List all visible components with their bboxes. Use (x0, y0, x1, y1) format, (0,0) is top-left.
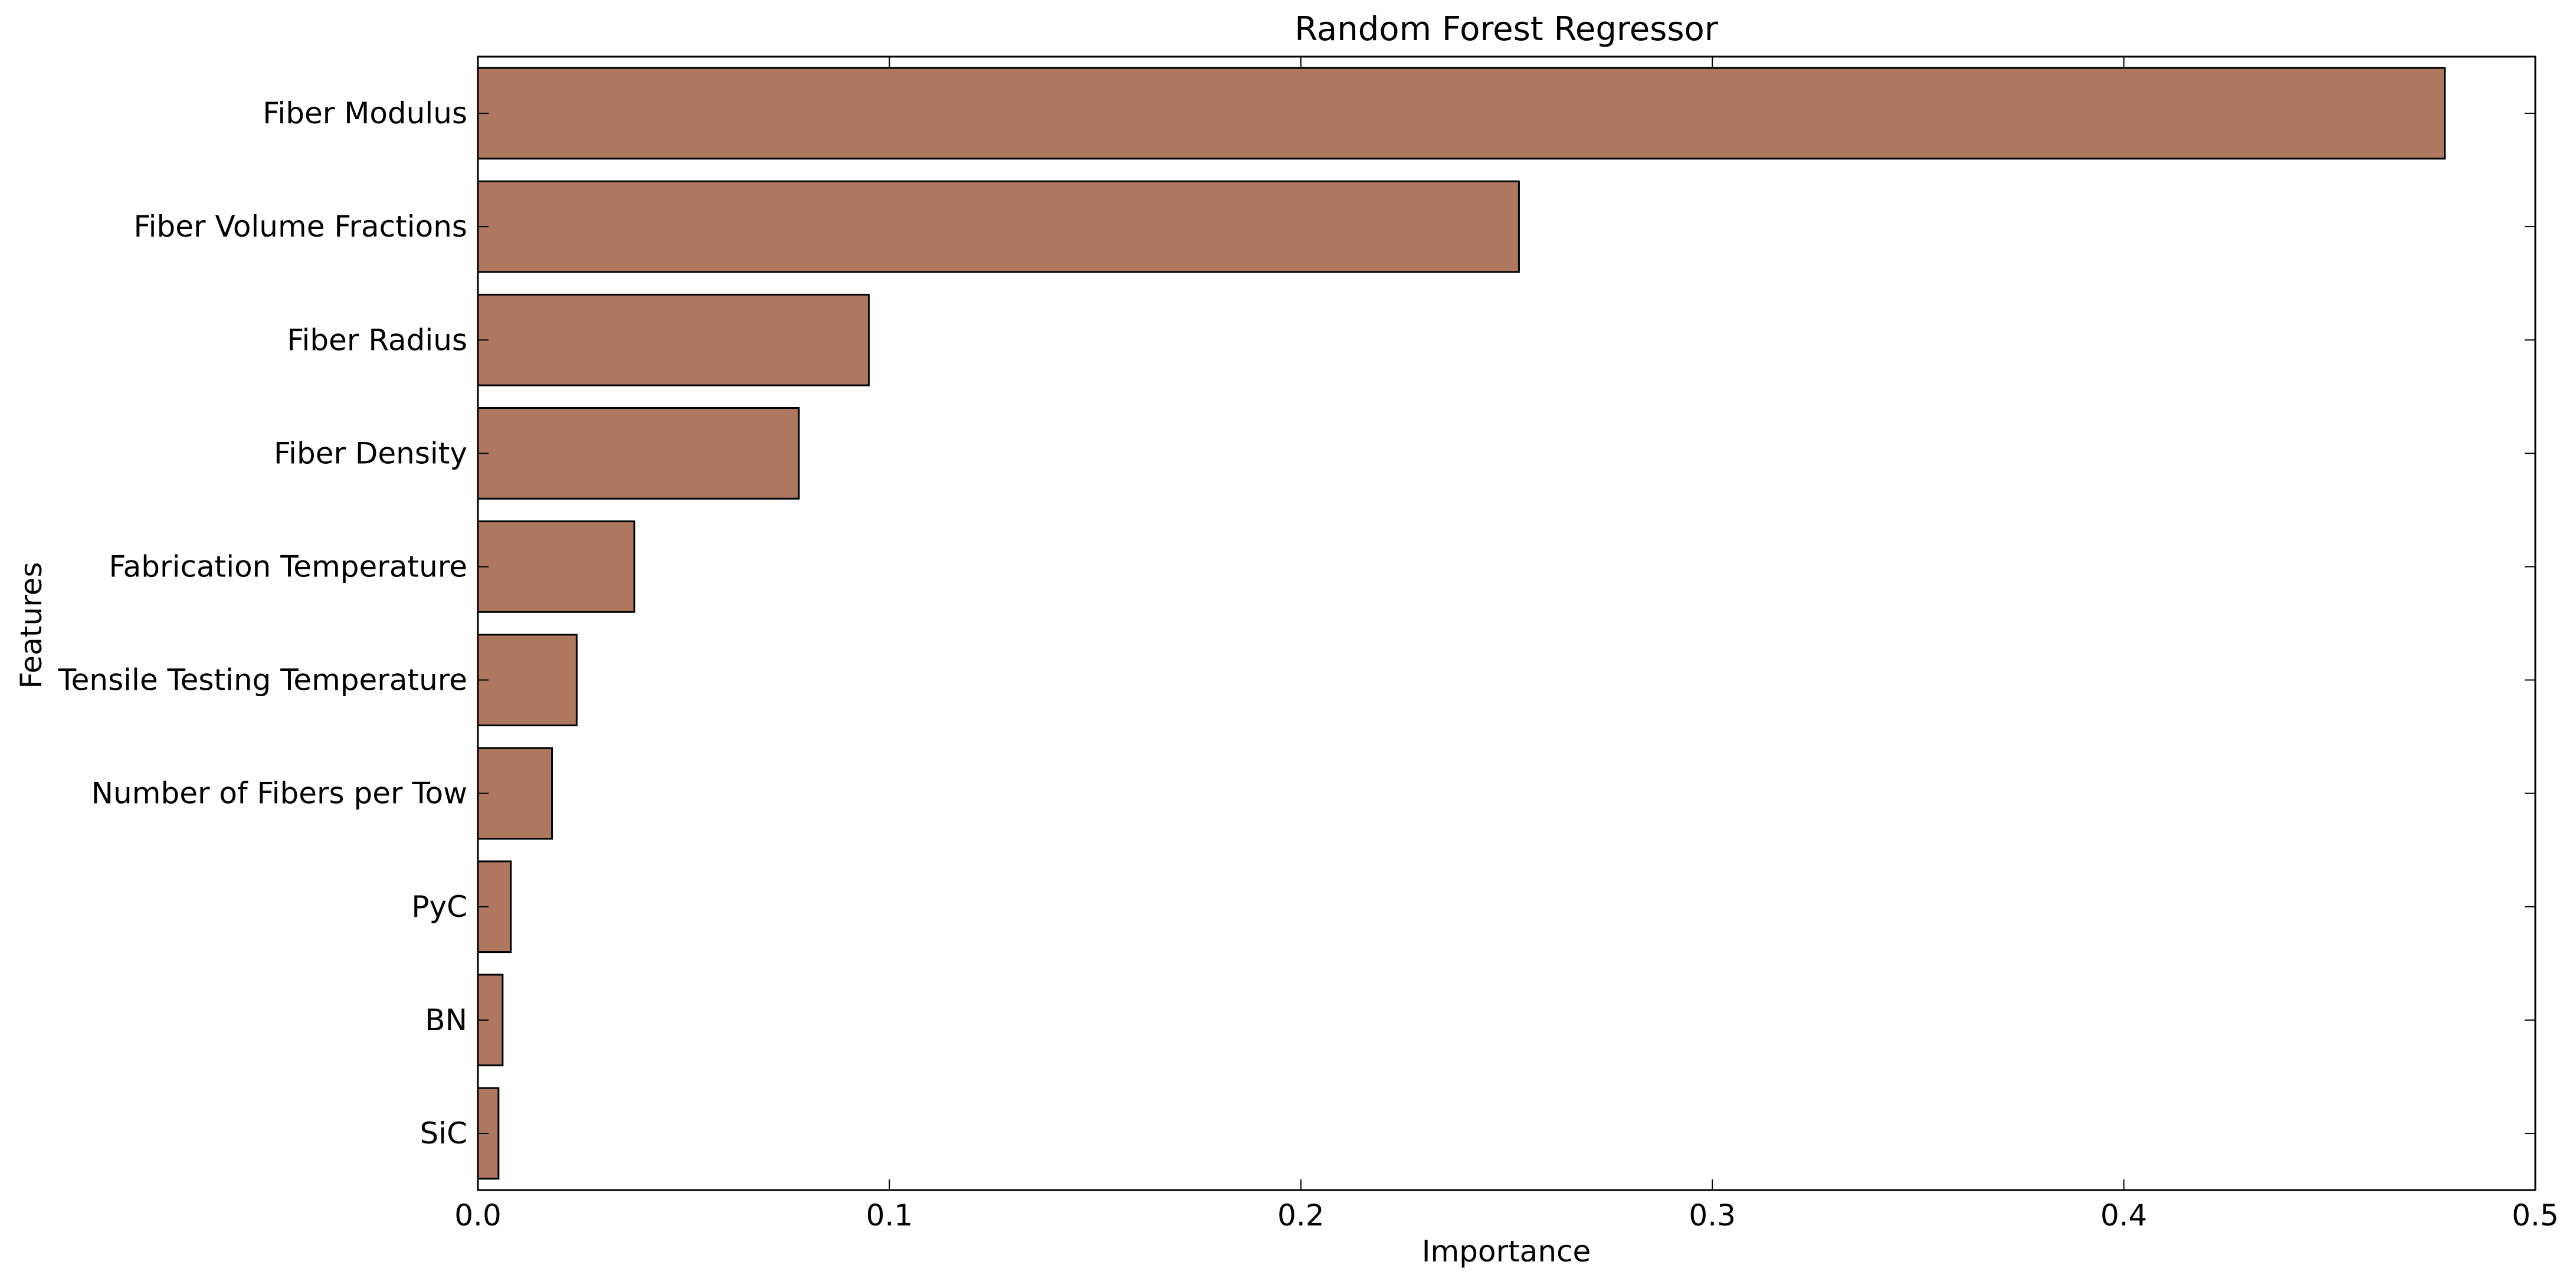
y-tick-label: Fiber Modulus (263, 96, 467, 130)
x-tick-label: 0.5 (2512, 1198, 2559, 1233)
y-tick-label: BN (425, 1003, 467, 1037)
y-tick-label: Fiber Volume Fractions (134, 209, 467, 244)
x-tick-label: 0.2 (1277, 1198, 1325, 1233)
x-tick-label: 0.0 (454, 1198, 502, 1233)
y-tick-label: Fabrication Temperature (109, 549, 467, 584)
x-axis-label: Importance (1422, 1234, 1591, 1269)
bar-fiber-modulus (477, 67, 2446, 160)
y-tick-label: Tensile Testing Temperature (58, 663, 467, 697)
bar-number-of-fibers-per-tow (477, 747, 553, 840)
y-axis-label: Features (14, 562, 48, 689)
y-tick-label: Fiber Radius (287, 323, 467, 357)
bar-fiber-radius (477, 293, 870, 386)
bar-tensile-testing-temperature (477, 634, 578, 726)
plot-area: Fiber Modulus Fiber Volume Fractions Fiber… (58, 55, 2559, 1233)
chart-title: Random Forest Regressor (1294, 10, 1719, 48)
x-tick-label: 0.3 (1689, 1198, 1736, 1233)
x-tick-label: 0.4 (2100, 1198, 2148, 1233)
bar-fabrication-temperature (477, 520, 635, 613)
bar-fiber-density (477, 407, 800, 500)
x-tick-label: 0.1 (866, 1198, 913, 1233)
y-tick-label: Fiber Density (274, 436, 467, 470)
bar-fiber-volume-fractions (477, 180, 1520, 273)
plot-frame (477, 55, 2536, 1191)
y-tick-label: SiC (419, 1116, 467, 1151)
y-tick-label: Number of Fibers per Tow (91, 776, 467, 811)
y-tick-label: PyC (411, 890, 467, 924)
